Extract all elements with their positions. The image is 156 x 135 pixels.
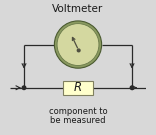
- Text: component to: component to: [49, 107, 107, 116]
- Text: be measured: be measured: [50, 116, 106, 125]
- Text: R: R: [74, 81, 82, 94]
- Circle shape: [57, 24, 99, 65]
- Circle shape: [77, 49, 80, 52]
- FancyBboxPatch shape: [63, 81, 93, 94]
- Circle shape: [54, 21, 102, 68]
- Circle shape: [22, 86, 26, 90]
- Text: Voltmeter: Voltmeter: [52, 4, 104, 14]
- Circle shape: [130, 86, 134, 90]
